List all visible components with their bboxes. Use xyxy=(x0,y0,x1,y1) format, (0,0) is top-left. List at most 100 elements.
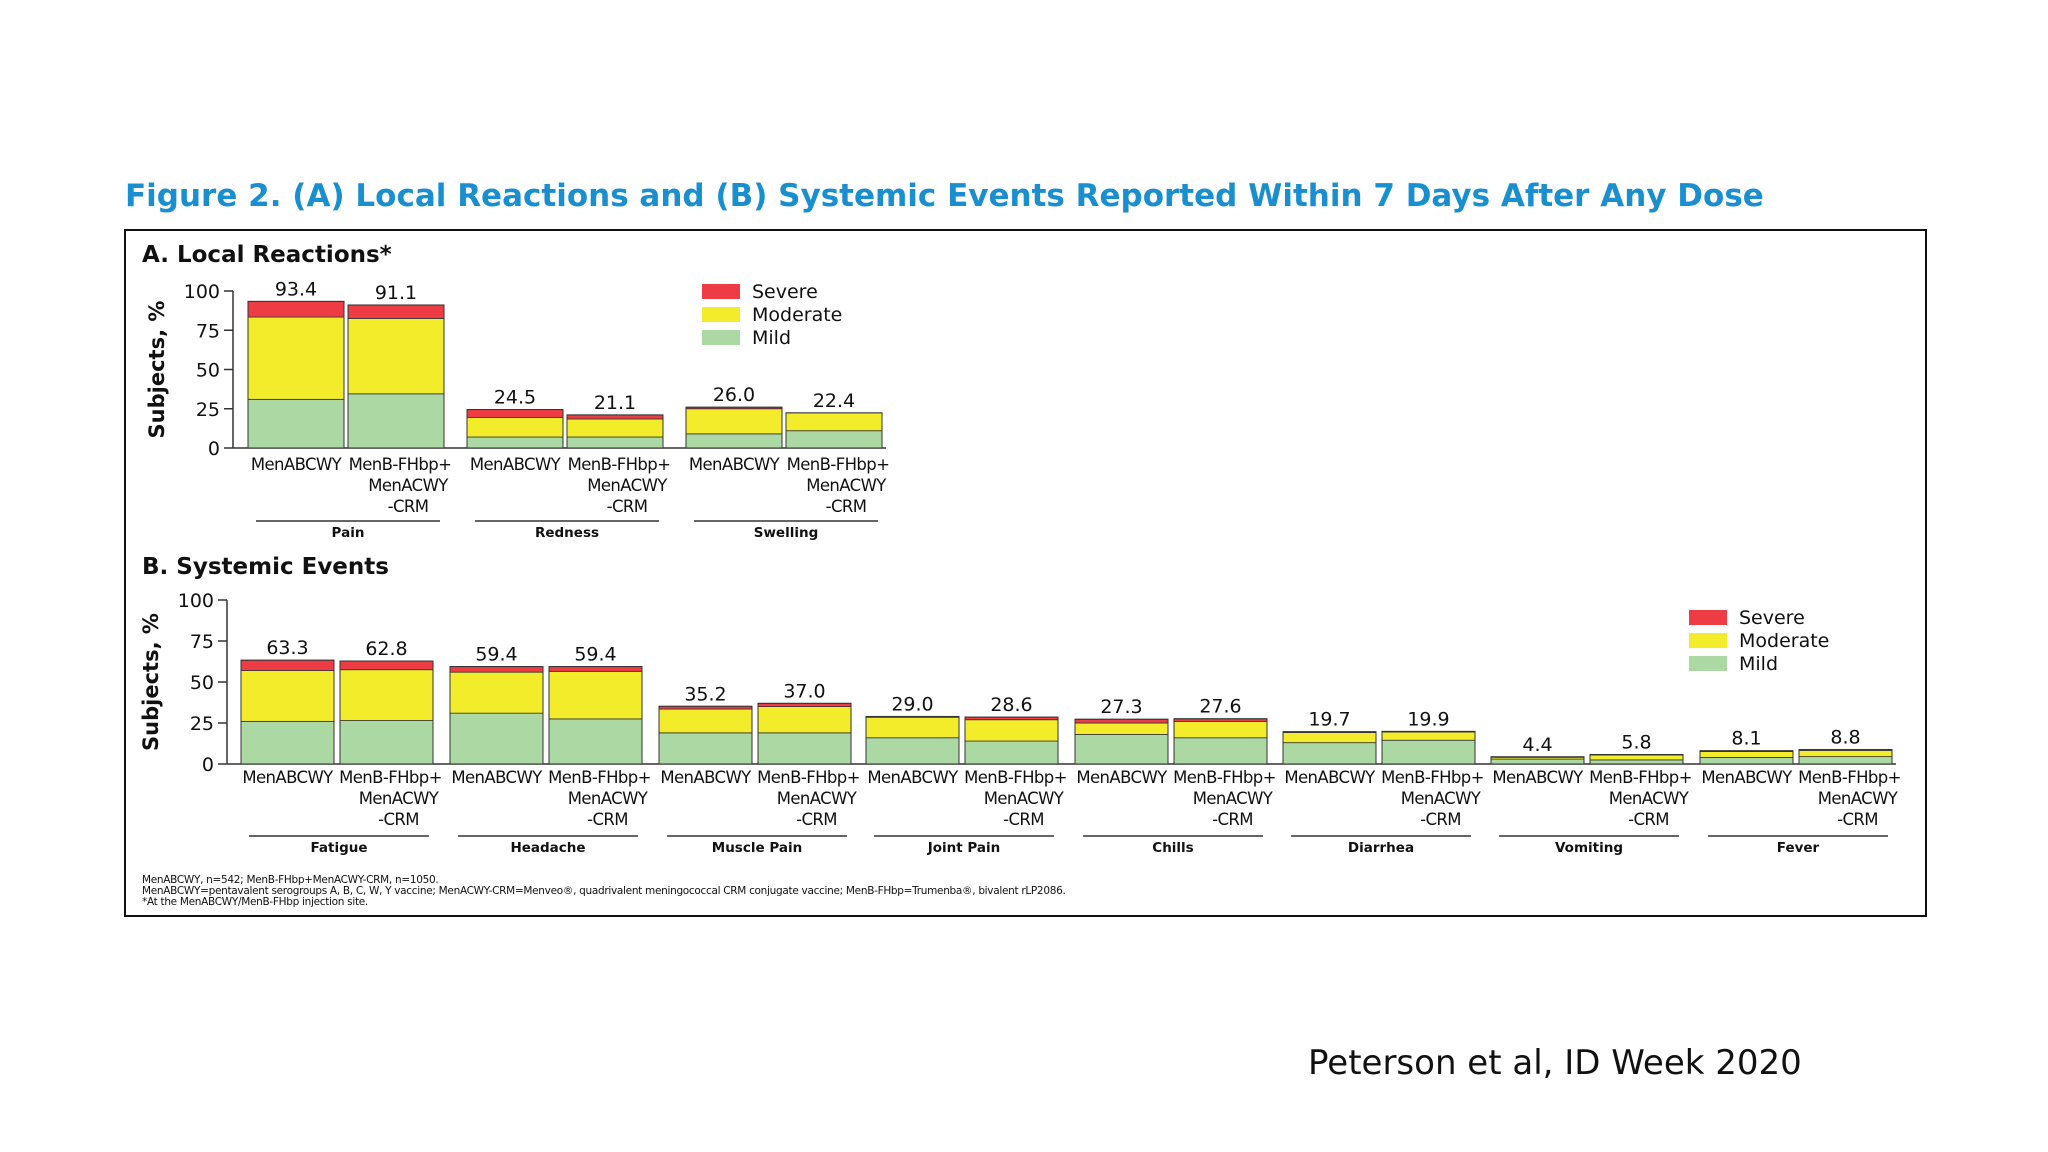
bar-segment-moderate xyxy=(658,708,753,734)
bar-segment-mild xyxy=(449,712,544,765)
bar-value-label: 8.1 xyxy=(1731,728,1761,750)
bar-segment-severe xyxy=(247,300,345,318)
bar-segment-mild xyxy=(240,720,335,765)
bar-category-label: MenABCWY xyxy=(1076,768,1168,787)
bar-category-label: MenB-FHbp+ xyxy=(548,768,651,787)
bar-category-label: -CRM xyxy=(1212,810,1253,829)
footnote: *At the MenABCWY/MenB-FHbp injection sit… xyxy=(142,896,368,908)
bar-segment-moderate xyxy=(1074,722,1169,735)
bar-segment-moderate xyxy=(247,316,345,400)
group-name-pain: Pain xyxy=(332,525,365,541)
bar-value-label: 63.3 xyxy=(266,637,308,659)
bar-category-label: MenB-FHbp+ xyxy=(568,455,671,474)
bar-category-label: MenABCWY xyxy=(867,768,959,787)
bar-segment-mild xyxy=(865,737,960,765)
bar-value-label: 22.4 xyxy=(813,390,855,412)
bar-segment-moderate xyxy=(1699,751,1794,758)
bar-value-label: 37.0 xyxy=(783,680,825,702)
bar-segment-mild xyxy=(1490,758,1585,765)
group-name-chills: Chills xyxy=(1152,840,1193,856)
bar-value-label: 4.4 xyxy=(1522,734,1552,756)
bar-segment-moderate xyxy=(466,416,564,438)
bar-segment-mild xyxy=(658,732,753,765)
bar-outline xyxy=(449,666,544,765)
bar-category-label: MenB-FHbp+ xyxy=(1381,768,1484,787)
bar-segment-mild xyxy=(1282,742,1377,765)
bar-segment-severe xyxy=(339,660,434,671)
y-tick-label: 100 xyxy=(184,281,220,303)
bar-value-label: 19.7 xyxy=(1308,709,1350,731)
bar-outline xyxy=(1381,730,1476,765)
bar-segment-severe xyxy=(347,304,445,319)
bar-category-label: MenABCWY xyxy=(242,768,334,787)
panel-a-title: A. Local Reactions* xyxy=(142,242,392,268)
bar-segment-moderate xyxy=(964,719,1059,742)
legend-swatch-severe xyxy=(702,284,740,299)
bar-category-label: -CRM xyxy=(378,810,419,829)
legend-swatch-mild xyxy=(702,330,740,345)
bar-value-label: 59.4 xyxy=(574,644,616,666)
bar-outline xyxy=(339,660,434,765)
panel-b-title: B. Systemic Events xyxy=(142,554,389,580)
bar-category-label: -CRM xyxy=(1003,810,1044,829)
bar-category-label: -CRM xyxy=(826,497,867,516)
bar-outline xyxy=(1173,718,1268,765)
group-name-redness: Redness xyxy=(535,525,599,541)
bar-segment-mild xyxy=(1381,739,1476,765)
bar-value-label: 93.4 xyxy=(275,278,317,300)
bar-value-label: 27.6 xyxy=(1199,696,1241,718)
bar-outline xyxy=(347,304,445,449)
bar-outline xyxy=(240,659,335,765)
bar-category-label: MenB-FHbp+ xyxy=(1589,768,1692,787)
bar-segment-mild xyxy=(757,732,852,765)
bar-value-label: 8.8 xyxy=(1830,727,1860,749)
group-name-diarrhea: Diarrhea xyxy=(1348,840,1414,856)
y-tick-label: 75 xyxy=(196,320,220,342)
bar-outline xyxy=(1589,753,1684,765)
bar-segment-severe xyxy=(566,414,664,420)
bar-segment-mild xyxy=(964,740,1059,765)
bar-outline xyxy=(685,406,783,449)
bar-segment-mild xyxy=(247,398,345,449)
group-name-swelling: Swelling xyxy=(754,525,819,541)
bar-segment-severe xyxy=(449,666,544,673)
y-tick-label: 100 xyxy=(178,590,214,612)
legend-label-severe: Severe xyxy=(752,281,818,303)
bar-category-label: MenACWY xyxy=(568,789,649,808)
bar-segment-moderate xyxy=(240,670,335,722)
bar-category-label: MenB-FHbp+ xyxy=(1798,768,1901,787)
bar-outline xyxy=(1699,750,1794,765)
bar-category-label: MenABCWY xyxy=(1284,768,1376,787)
bar-value-label: 91.1 xyxy=(375,282,417,304)
bar-value-label: 24.5 xyxy=(494,387,536,409)
bar-category-label: MenB-FHbp+ xyxy=(757,768,860,787)
footnote: MenABCWY, n=542; MenB-FHbp+MenACWY-CRM, … xyxy=(142,874,438,886)
bar-segment-moderate xyxy=(1381,731,1476,741)
bar-category-label: -CRM xyxy=(587,810,628,829)
bar-value-label: 62.8 xyxy=(365,638,407,660)
bar-category-label: MenB-FHbp+ xyxy=(787,455,890,474)
bar-segment-severe xyxy=(466,409,564,418)
legend-label-moderate: Moderate xyxy=(752,304,842,326)
bar-segment-mild xyxy=(1589,759,1684,765)
y-tick-label: 0 xyxy=(208,438,220,460)
y-tick-label: 0 xyxy=(202,754,214,776)
bar-segment-moderate xyxy=(685,408,783,435)
bar-category-label: MenABCWY xyxy=(451,768,543,787)
bar-value-label: 26.0 xyxy=(713,384,755,406)
bar-value-label: 5.8 xyxy=(1621,731,1651,753)
bar-category-label: MenB-FHbp+ xyxy=(339,768,442,787)
group-name-fatigue: Fatigue xyxy=(310,840,367,856)
bar-segment-moderate xyxy=(548,670,643,720)
y-axis-label: Subjects, % xyxy=(145,301,169,439)
bar-segment-mild xyxy=(1173,737,1268,765)
y-tick-label: 25 xyxy=(190,713,214,735)
bar-segment-mild xyxy=(347,393,445,449)
y-axis-label: Subjects, % xyxy=(139,613,163,751)
bar-outline xyxy=(1490,756,1585,765)
bar-segment-moderate xyxy=(566,418,664,438)
bar-outline xyxy=(658,705,753,765)
bar-category-label: MenABCWY xyxy=(1492,768,1584,787)
bar-outline xyxy=(466,409,564,449)
